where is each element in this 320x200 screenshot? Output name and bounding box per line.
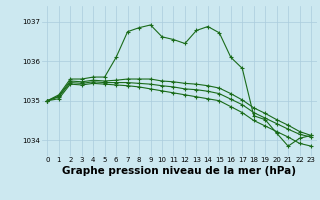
X-axis label: Graphe pression niveau de la mer (hPa): Graphe pression niveau de la mer (hPa) (62, 166, 296, 176)
